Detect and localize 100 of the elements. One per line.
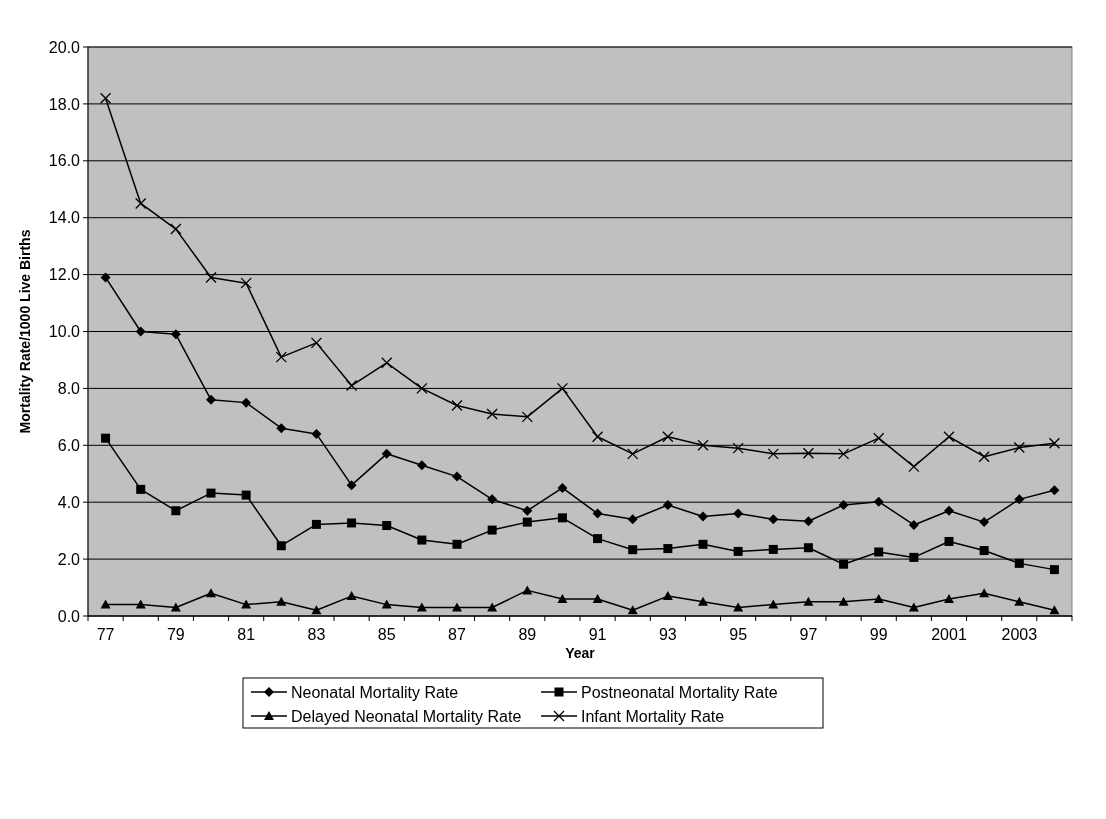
point (205, 271, 217, 284)
x-tick-label: 91 (588, 626, 607, 643)
y-tick-label: 6.0 (57, 436, 81, 454)
point (698, 596, 708, 606)
point (452, 471, 462, 482)
point (662, 431, 674, 443)
point (557, 513, 567, 523)
point (276, 423, 287, 434)
point (1049, 605, 1060, 615)
point (733, 546, 743, 556)
point (416, 460, 427, 471)
point (592, 508, 603, 519)
point (874, 547, 884, 557)
x-tick-label: 85 (377, 626, 396, 643)
y-tick-label: 2.0 (57, 550, 81, 568)
point (345, 379, 358, 392)
point (170, 329, 181, 340)
x-tick-label: 81 (237, 626, 256, 643)
point (381, 448, 392, 459)
point (1049, 565, 1059, 575)
x-tick-label: 87 (448, 626, 466, 643)
point (522, 505, 533, 516)
x-tick-label: 93 (658, 626, 677, 643)
legend-label: Delayed Neonatal Mortality Rate (291, 707, 522, 725)
point (1013, 441, 1025, 454)
point (170, 602, 181, 612)
x-axis-title: Year (565, 645, 596, 661)
point (276, 596, 287, 606)
point (557, 593, 568, 603)
point (803, 516, 814, 527)
point (873, 432, 885, 444)
point (1014, 494, 1025, 505)
x-tick-label: 95 (729, 626, 748, 643)
point (698, 539, 708, 549)
y-tick-label: 10.0 (48, 323, 81, 341)
x-tick-label: 89 (518, 626, 537, 643)
point (170, 223, 182, 235)
point (99, 92, 112, 104)
point (135, 197, 147, 210)
point (452, 539, 462, 549)
point (416, 602, 427, 612)
point (311, 428, 322, 439)
point (276, 541, 286, 551)
point (978, 451, 990, 463)
point (767, 448, 779, 460)
point (556, 382, 569, 395)
point (697, 439, 709, 451)
point (733, 508, 744, 519)
point (241, 397, 252, 408)
point (1014, 558, 1024, 568)
y-tick-label: 18.0 (48, 95, 81, 113)
point (100, 272, 111, 283)
point (486, 408, 498, 420)
point (908, 460, 920, 473)
x-tick-label: 97 (799, 626, 818, 643)
point (627, 605, 638, 615)
point (100, 599, 111, 609)
point (662, 500, 673, 511)
point (346, 480, 357, 491)
point (101, 433, 111, 443)
point (768, 599, 779, 609)
point (802, 447, 815, 459)
point (241, 490, 251, 500)
point (838, 500, 849, 511)
point (591, 431, 604, 443)
point (837, 448, 850, 460)
legend-label: Infant Mortality Rate (581, 707, 725, 725)
point (487, 494, 498, 505)
point (522, 517, 532, 527)
y-tick-label: 12.0 (48, 266, 81, 284)
point (1049, 485, 1060, 496)
y-tick-label: 16.0 (48, 152, 81, 170)
y-axis-title: Mortality Rate/1000 Live Births (17, 229, 33, 434)
y-tick-label: 0.0 (57, 607, 81, 625)
x-tick-label: 79 (166, 626, 185, 643)
point (451, 399, 463, 412)
point (873, 593, 884, 603)
legend-label: Neonatal Mortality Rate (291, 683, 459, 701)
x-tick-label: 99 (869, 626, 888, 643)
point (732, 442, 744, 454)
point (839, 559, 849, 569)
point (944, 593, 954, 603)
point (347, 518, 357, 528)
point (487, 525, 497, 535)
x-tick-label: 2003 (1001, 626, 1038, 643)
point (557, 482, 568, 493)
legend-label: Postneonatal Mortality Rate (581, 683, 778, 701)
point (275, 351, 287, 363)
x-tick-label: 2001 (931, 626, 967, 643)
point (663, 544, 673, 554)
point (171, 506, 181, 516)
point (908, 602, 919, 612)
point (698, 511, 708, 522)
point (593, 534, 603, 544)
point (310, 337, 323, 349)
point (627, 514, 638, 525)
point (381, 357, 393, 369)
point (521, 411, 533, 423)
point (627, 448, 639, 460)
point (136, 484, 146, 494)
